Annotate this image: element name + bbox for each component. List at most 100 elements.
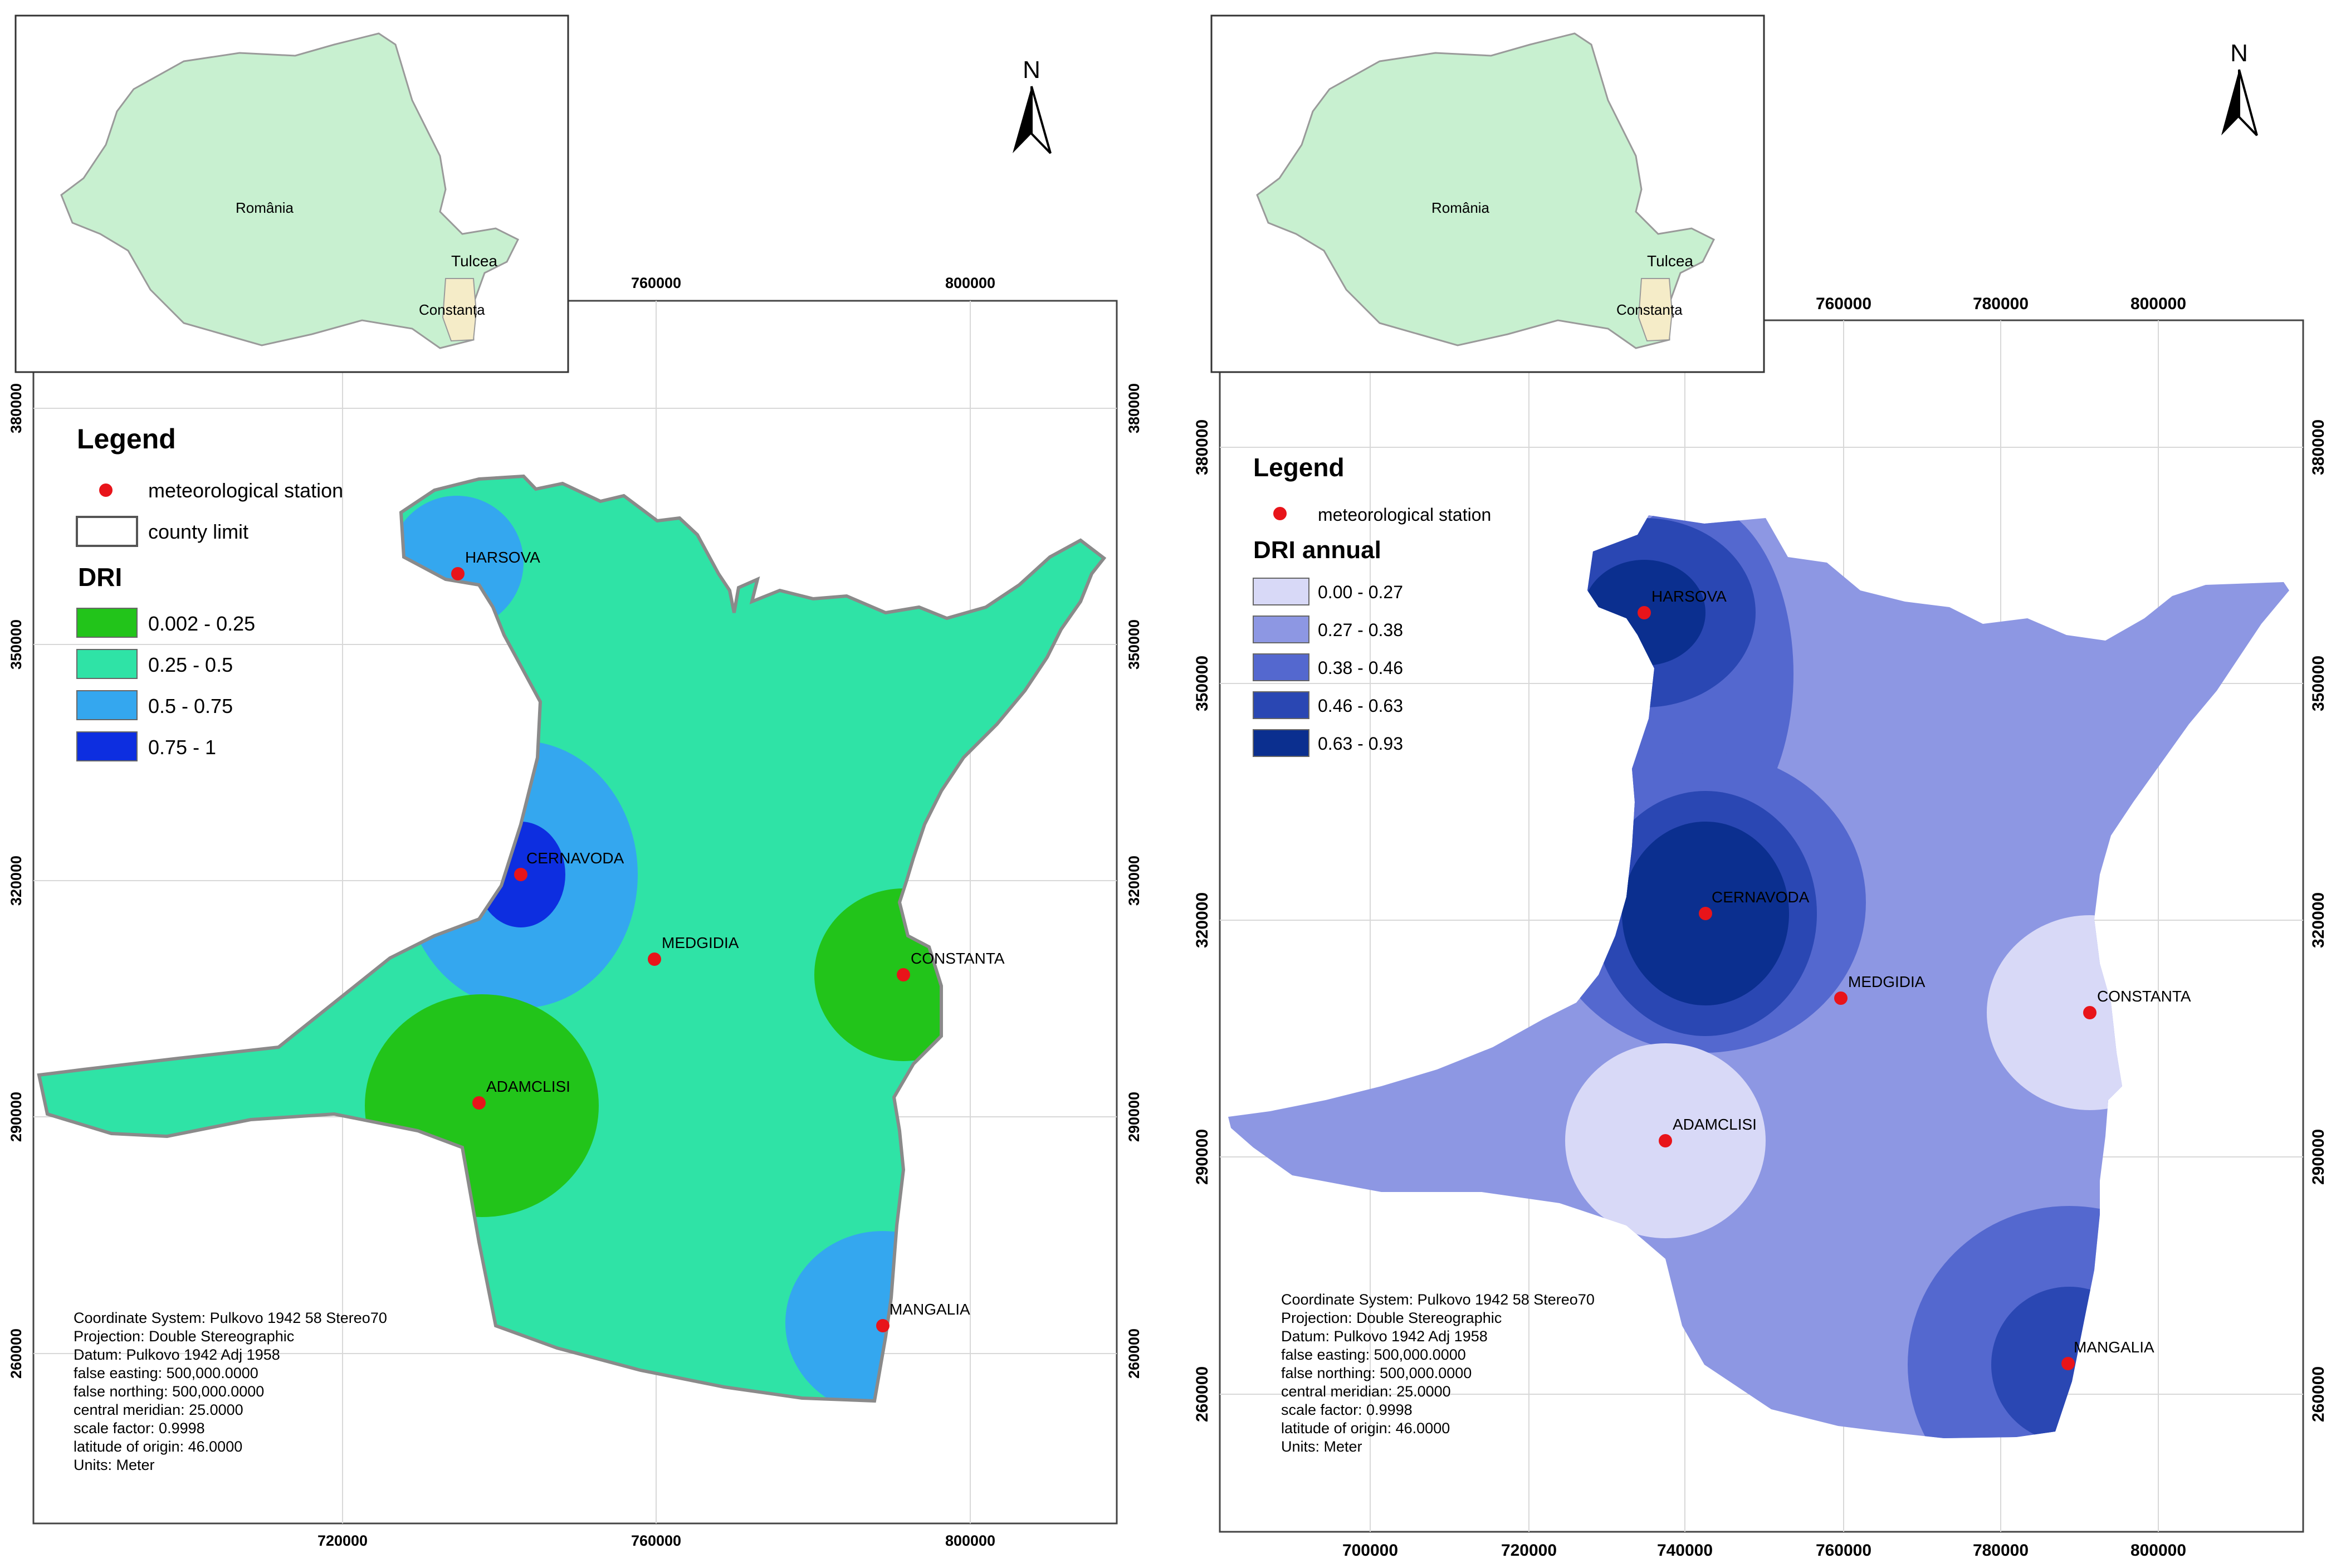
- right-legend-dri-title: DRI annual: [1253, 536, 1381, 564]
- left-info-line-5: false northing: 500,000.0000: [74, 1383, 264, 1400]
- right-north-letter: N: [2230, 40, 2248, 67]
- left-station-label-adamclisi: ADAMCLISI: [486, 1078, 570, 1095]
- left-xtick-bottom-2: 760000: [631, 1532, 681, 1549]
- left-ytick-left-3: 320000: [8, 856, 25, 906]
- right-map: 760000 780000 800000 700000 720000 74000…: [1193, 14, 2328, 1560]
- right-station-harsova[interactable]: HARSOVA: [1638, 588, 1727, 619]
- left-ytick-left-5: 260000: [8, 1328, 25, 1379]
- left-legend: Legend meteorological station county lim…: [76, 423, 343, 761]
- left-legend-class-2-label: 0.25 - 0.5: [148, 653, 233, 676]
- right-legend-station-symbol: [1273, 507, 1287, 520]
- left-legend-station-label: meteorological station: [148, 479, 343, 502]
- right-xtick-bottom-6: 800000: [2130, 1541, 2186, 1560]
- left-station-mangalia[interactable]: MANGALIA: [876, 1301, 970, 1332]
- left-ytick-right-5: 260000: [1126, 1328, 1142, 1379]
- left-info-line-2: Projection: Double Stereographic: [74, 1328, 294, 1345]
- right-north-arrow-icon: N: [2221, 40, 2258, 136]
- right-info-line-8: latitude of origin: 46.0000: [1281, 1420, 1450, 1437]
- right-legend-class-2-label: 0.27 - 0.38: [1318, 620, 1403, 640]
- right-xtick-bottom-5: 780000: [1973, 1541, 2029, 1560]
- left-legend-class-2: 0.25 - 0.5: [76, 649, 233, 679]
- right-ytick-right-1: 380000: [2309, 419, 2328, 475]
- left-station-label-medgidia: MEDGIDIA: [662, 934, 739, 951]
- left-info-line-8: latitude of origin: 46.0000: [74, 1438, 242, 1455]
- right-info-line-1: Coordinate System: Pulkovo 1942 58 Stere…: [1281, 1291, 1595, 1308]
- right-legend-class-1-label: 0.00 - 0.27: [1318, 582, 1403, 602]
- left-north-letter: N: [1023, 56, 1040, 84]
- right-stations: HARSOVA CERNAVODA MEDGIDIA CONSTANTA ADA…: [1638, 588, 2191, 1370]
- right-station-mangalia[interactable]: MANGALIA: [2061, 1339, 2154, 1370]
- right-ytick-right-3: 320000: [2309, 892, 2328, 948]
- left-legend-class-4-label: 0.75 - 1: [148, 736, 216, 759]
- left-station-harsova[interactable]: HARSOVA: [451, 549, 540, 580]
- right-legend-station-label: meteorological station: [1318, 505, 1491, 525]
- right-legend-class-1: 0.00 - 0.27: [1253, 578, 1403, 605]
- right-xtick-bottom-2: 720000: [1501, 1541, 1557, 1560]
- right-info-line-6: central meridian: 25.0000: [1281, 1383, 1451, 1400]
- left-station-label-constanta: CONSTANTA: [911, 950, 1005, 967]
- right-legend-class-3: 0.38 - 0.46: [1253, 653, 1403, 681]
- right-ytick-right-4: 290000: [2309, 1129, 2328, 1185]
- right-xtick-top-3: 800000: [2130, 295, 2186, 313]
- left-ytick-right-1: 380000: [1126, 383, 1142, 433]
- right-station-label-medgidia: MEDGIDIA: [1848, 973, 1926, 990]
- right-inset-label-tulcea: Tulcea: [1647, 252, 1693, 270]
- left-station-constanta[interactable]: CONSTANTA: [897, 950, 1005, 981]
- right-inset-label-romania: România: [1431, 199, 1490, 216]
- left-xtick-top-1: 760000: [631, 275, 681, 291]
- right-legend-class-3-label: 0.38 - 0.46: [1318, 658, 1403, 678]
- left-legend-dri-title: DRI: [78, 563, 122, 592]
- left-legend-station-symbol: [99, 483, 113, 497]
- left-ytick-left-1: 380000: [8, 383, 25, 433]
- right-inset-map: România Tulcea Constanța: [1210, 14, 1765, 373]
- right-projection-info: Coordinate System: Pulkovo 1942 58 Stere…: [1281, 1291, 1595, 1455]
- right-station-label-adamclisi: ADAMCLISI: [1673, 1116, 1757, 1133]
- left-station-medgidia[interactable]: MEDGIDIA: [648, 934, 739, 966]
- right-xtick-bottom-4: 760000: [1816, 1541, 1871, 1560]
- left-projection-info: Coordinate System: Pulkovo 1942 58 Stere…: [74, 1310, 387, 1473]
- right-legend: Legend meteorological station DRI annual…: [1253, 453, 1491, 757]
- right-info-line-2: Projection: Double Stereographic: [1281, 1310, 1502, 1326]
- left-ytick-right-2: 350000: [1126, 619, 1142, 670]
- left-xtick-bottom-1: 720000: [317, 1532, 368, 1549]
- left-inset-label-tulcea: Tulcea: [451, 252, 497, 270]
- right-info-line-5: false northing: 500,000.0000: [1281, 1365, 1472, 1381]
- right-legend-class-4: 0.46 - 0.63: [1253, 691, 1403, 719]
- right-ytick-right-2: 350000: [2309, 656, 2328, 711]
- left-station-label-harsova: HARSOVA: [465, 549, 540, 566]
- left-info-line-4: false easting: 500,000.0000: [74, 1365, 258, 1381]
- right-station-constanta[interactable]: CONSTANTA: [2083, 988, 2191, 1019]
- left-ytick-right-4: 290000: [1126, 1092, 1142, 1142]
- left-station-cernavoda[interactable]: CERNAVODA: [514, 849, 624, 881]
- left-info-line-7: scale factor: 0.9998: [74, 1420, 205, 1437]
- right-legend-title: Legend: [1253, 453, 1345, 482]
- left-inset-label-constanta: Constanța: [419, 301, 485, 318]
- right-inset-label-constanta: Constanța: [1616, 301, 1683, 318]
- left-xtick-bottom-3: 800000: [945, 1532, 995, 1549]
- left-inset-map: România Tulcea Constanța: [14, 14, 569, 373]
- right-legend-class-5-label: 0.63 - 0.93: [1318, 734, 1403, 754]
- left-map: 760000 800000 720000 760000 800000 38000…: [8, 14, 1142, 1549]
- right-info-line-4: false easting: 500,000.0000: [1281, 1346, 1466, 1363]
- right-station-medgidia[interactable]: MEDGIDIA: [1834, 973, 1926, 1005]
- right-xtick-bottom-3: 740000: [1657, 1541, 1713, 1560]
- right-info-line-3: Datum: Pulkovo 1942 Adj 1958: [1281, 1328, 1488, 1345]
- right-station-cernavoda[interactable]: CERNAVODA: [1699, 888, 1810, 920]
- right-xtick-bottom-1: 700000: [1342, 1541, 1398, 1560]
- right-info-line-9: Units: Meter: [1281, 1438, 1362, 1455]
- left-info-line-9: Units: Meter: [74, 1457, 155, 1473]
- right-ytick-left-1: 380000: [1193, 419, 1211, 475]
- left-legend-title: Legend: [77, 423, 176, 455]
- left-legend-county-label: county limit: [148, 520, 248, 543]
- right-ytick-right-5: 260000: [2309, 1366, 2328, 1422]
- right-station-label-harsova: HARSOVA: [1651, 588, 1727, 605]
- right-station-adamclisi[interactable]: ADAMCLISI: [1659, 1116, 1757, 1147]
- right-ytick-left-5: 260000: [1193, 1366, 1211, 1422]
- right-station-label-constanta: CONSTANTA: [2097, 988, 2191, 1005]
- right-xtick-top-1: 760000: [1816, 295, 1871, 313]
- right-ytick-left-4: 290000: [1193, 1129, 1211, 1185]
- left-station-adamclisi[interactable]: ADAMCLISI: [472, 1078, 570, 1110]
- left-legend-county-symbol: [76, 516, 138, 547]
